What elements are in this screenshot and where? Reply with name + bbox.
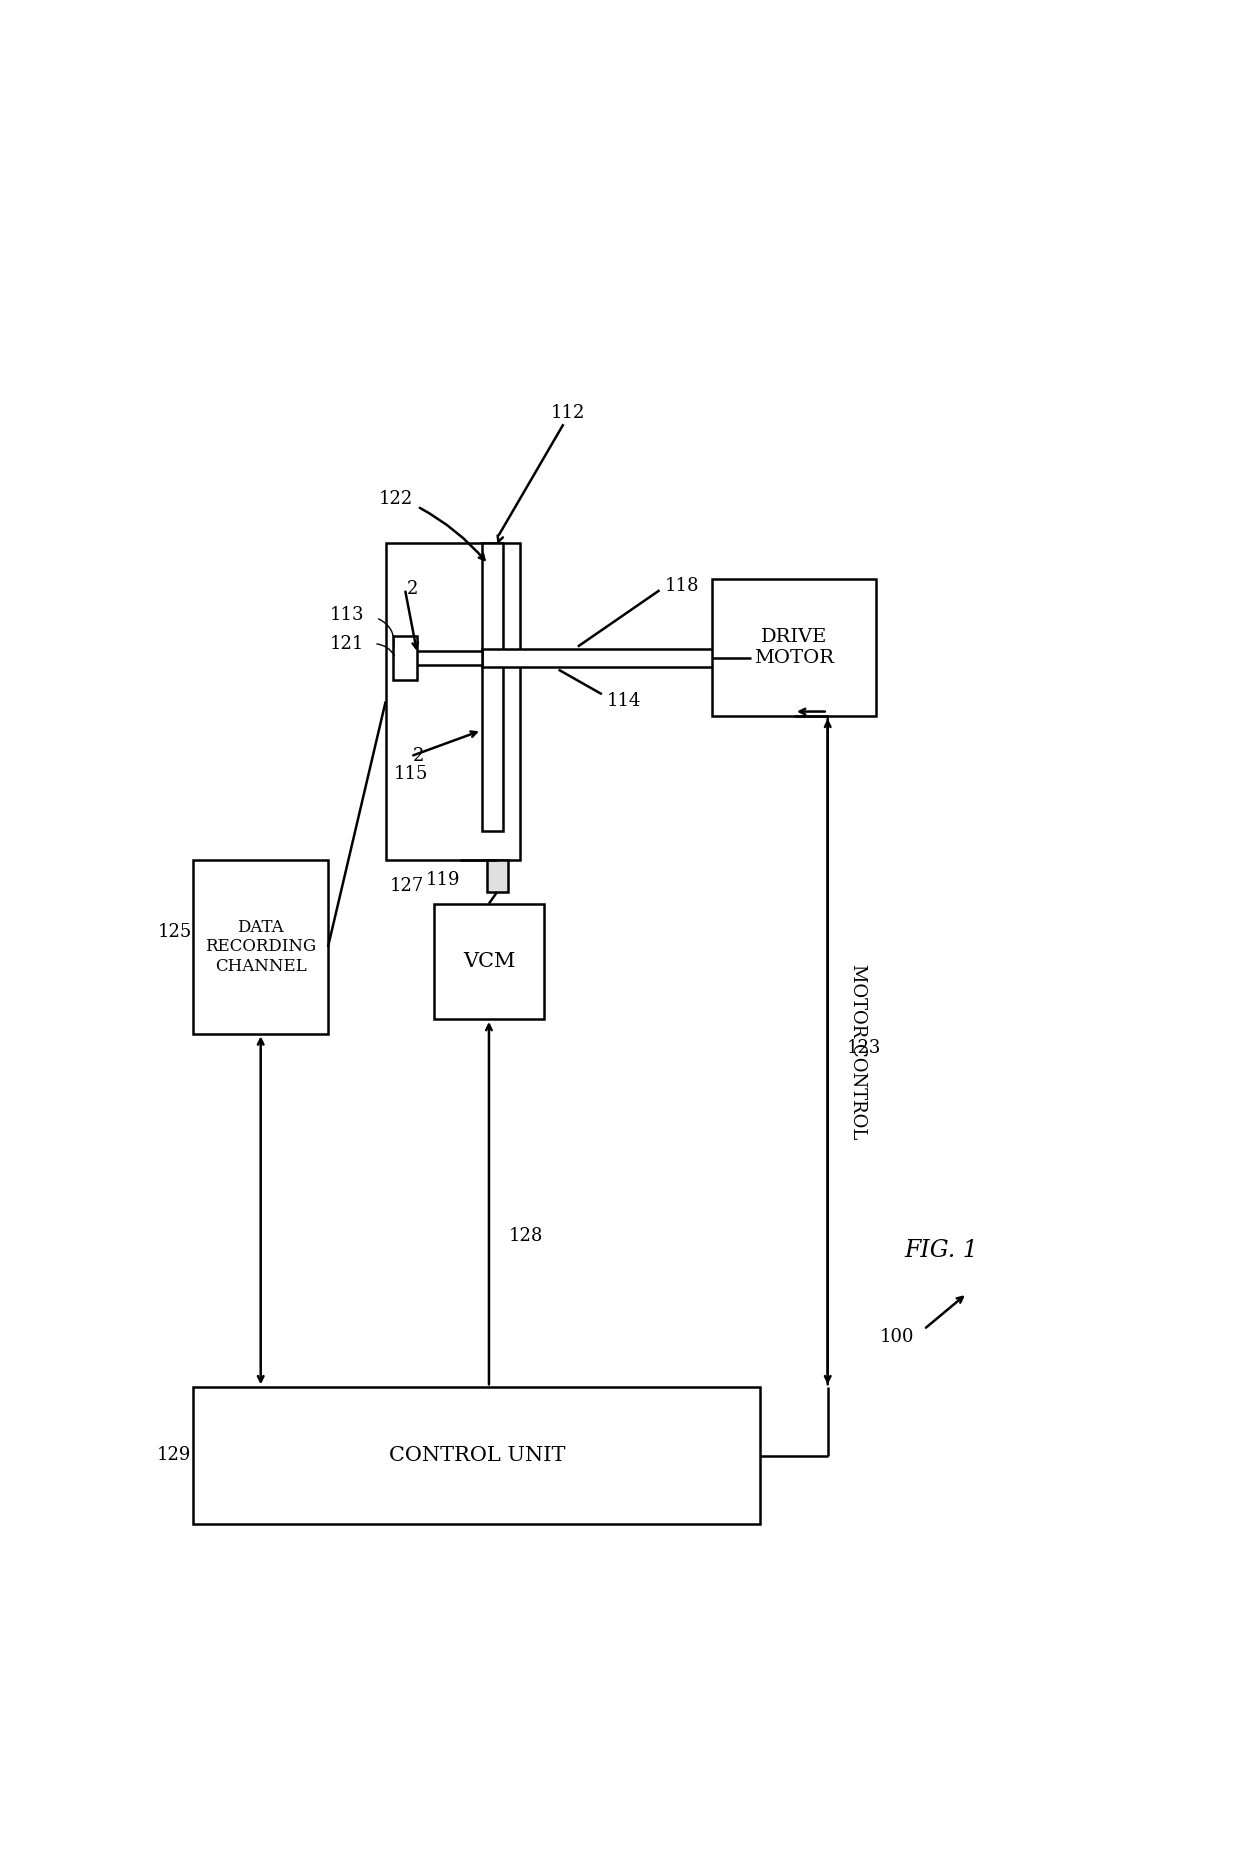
Text: 121: 121: [330, 634, 365, 652]
Text: 2: 2: [407, 579, 418, 598]
Text: DRIVE
MOTOR: DRIVE MOTOR: [754, 628, 835, 667]
Text: 119: 119: [427, 872, 460, 889]
Text: 115: 115: [393, 765, 428, 782]
Bar: [712, 579, 875, 716]
Text: 125: 125: [157, 922, 191, 941]
Bar: [481, 649, 750, 668]
Text: 128: 128: [508, 1226, 543, 1245]
Text: 118: 118: [665, 578, 699, 594]
Text: 113: 113: [330, 606, 365, 624]
Bar: [193, 861, 327, 1033]
Text: 114: 114: [606, 692, 641, 711]
Text: VCM: VCM: [463, 952, 515, 971]
Bar: [193, 1388, 760, 1524]
Text: 112: 112: [551, 403, 585, 422]
Bar: [486, 861, 507, 892]
Text: MOTOR CONTROL: MOTOR CONTROL: [849, 964, 867, 1140]
Text: DATA
RECORDING
CHANNEL: DATA RECORDING CHANNEL: [205, 919, 316, 975]
Bar: [434, 904, 544, 1020]
Bar: [414, 651, 481, 666]
Text: 2: 2: [413, 748, 424, 765]
Bar: [386, 542, 521, 861]
Text: CONTROL UNIT: CONTROL UNIT: [388, 1446, 565, 1464]
Text: 129: 129: [157, 1446, 191, 1464]
Text: 100: 100: [879, 1328, 914, 1346]
Text: FIG. 1: FIG. 1: [905, 1239, 978, 1262]
Text: 123: 123: [847, 1039, 882, 1057]
Bar: [393, 636, 418, 681]
Text: 127: 127: [389, 878, 424, 894]
Text: 122: 122: [378, 489, 413, 508]
Bar: [481, 542, 503, 831]
